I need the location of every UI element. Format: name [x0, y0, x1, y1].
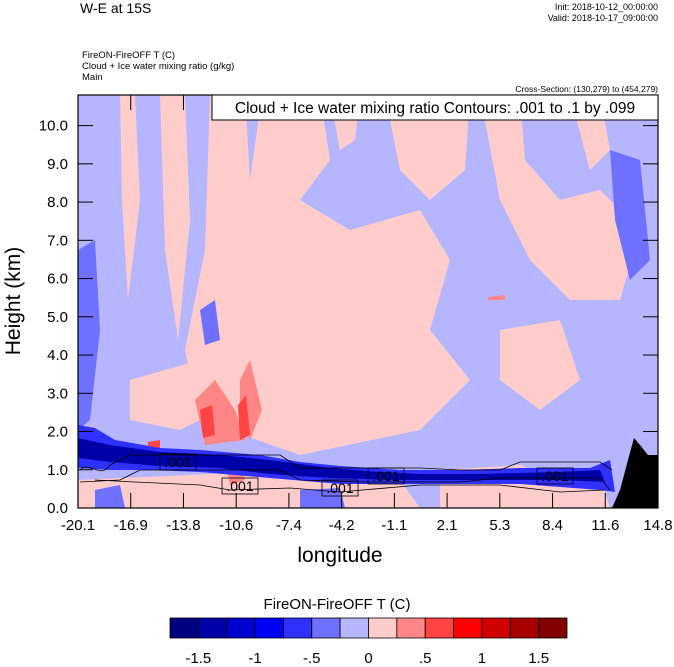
valid-time: Valid: 2018-10-17_09:00:00 [547, 13, 658, 23]
colorbar-label: -1.5 [185, 650, 211, 667]
colorbar-swatch [254, 617, 284, 639]
y-tick-label: 8.0 [47, 194, 68, 211]
x-tick-label: 5.3 [489, 517, 510, 534]
y-tick-label: 2.0 [47, 424, 68, 441]
x-tick-label: -10.6 [219, 517, 253, 534]
contour-label: .001 [226, 478, 253, 494]
contour-label-box [367, 467, 405, 485]
terrain [612, 438, 658, 508]
colorbar-label: 0 [364, 650, 372, 667]
x-tick-label: 2.1 [437, 517, 458, 534]
y-axis-label: Height (km) [2, 247, 25, 356]
x-tick-label: -4.2 [329, 517, 355, 534]
subtitle-field: FireON-FireOFF T (C) [82, 50, 176, 61]
x-tick-label: 8.4 [542, 517, 563, 534]
colorbar-label: -1 [248, 650, 261, 667]
x-tick-label: -1.1 [381, 517, 407, 534]
y-tick-label: 7.0 [47, 232, 68, 249]
y-tick-label: 0.0 [47, 500, 68, 517]
colorbar-swatch [368, 617, 398, 639]
contour-label-box [536, 467, 574, 485]
colorbar-title: FireON-FireOFF T (C) [263, 596, 411, 613]
y-tick-label: 9.0 [47, 156, 68, 173]
colorbar-swatch [311, 617, 341, 639]
y-tick-label: 10.0 [39, 118, 68, 135]
subtitle-contour: Cloud + Ice water mixing ratio (g/kg) [82, 61, 235, 72]
colorbar-swatch [453, 617, 483, 639]
x-tick-label: -7.4 [276, 517, 302, 534]
y-tick-label: 5.0 [47, 309, 68, 326]
x-axis-label: longitude [297, 544, 382, 567]
colorbar-label: .5 [419, 650, 432, 667]
colorbar-swatch [197, 617, 228, 639]
contour-label: .001 [164, 454, 191, 470]
colorbar-swatch [283, 617, 313, 639]
y-tick-label: 6.0 [47, 271, 68, 288]
strong-warm-patches [148, 395, 250, 452]
x-tick-label: 11.6 [591, 517, 619, 534]
colorbar-swatch [538, 617, 568, 639]
x-tick-label: 14.8 [643, 517, 672, 534]
colorbar-swatch [396, 617, 426, 639]
init-time: Init: 2018-10-12_00:00:00 [554, 2, 658, 12]
contour-label: .001 [326, 480, 353, 496]
contour-label-box [159, 453, 197, 471]
temperature-difference-field: .001 .001 .001 .001 .001 [78, 95, 658, 508]
x-tick-label: -13.8 [166, 517, 200, 534]
contour-label-box [221, 477, 259, 495]
colorbar-swatch [424, 617, 454, 639]
x-tick-label: -20.1 [61, 517, 95, 534]
y-tick-label: 1.0 [47, 462, 68, 479]
colorbar-label: -.5 [303, 650, 321, 667]
cool-anomaly-regions [78, 150, 650, 508]
y-tick-label: 4.0 [47, 347, 68, 364]
colorbar-swatch [509, 617, 540, 639]
contour-label: .001 [541, 468, 568, 484]
contour-label: .001 [372, 468, 399, 484]
subtitle-domain: Main [82, 72, 103, 83]
y-tick-label: 3.0 [47, 385, 68, 402]
colorbar-label: 1 [478, 650, 486, 667]
colorbar: -1.5 -1 -.5 0 .5 1 1.5 [169, 617, 568, 667]
main-title: W-E at 15S [80, 0, 152, 16]
colorbar-swatch [339, 617, 369, 639]
contour-info-box: Cloud + Ice water mixing ratio Contours:… [211, 94, 659, 121]
contour-label-box [321, 479, 359, 497]
x-tick-label: -16.9 [114, 517, 148, 534]
cloud-water-contours [79, 454, 613, 493]
contour-info-text: Cloud + Ice water mixing ratio Contours:… [235, 100, 635, 117]
colorbar-swatch [226, 617, 256, 639]
colorbar-label: 1.5 [528, 650, 549, 667]
cross-section-label: Cross-Section: (130,279) to (454,279) [515, 84, 658, 94]
colorbar-swatch [169, 617, 199, 639]
contour-labels: .001 .001 .001 .001 .001 [159, 453, 574, 497]
colorbar-swatch [481, 617, 511, 639]
